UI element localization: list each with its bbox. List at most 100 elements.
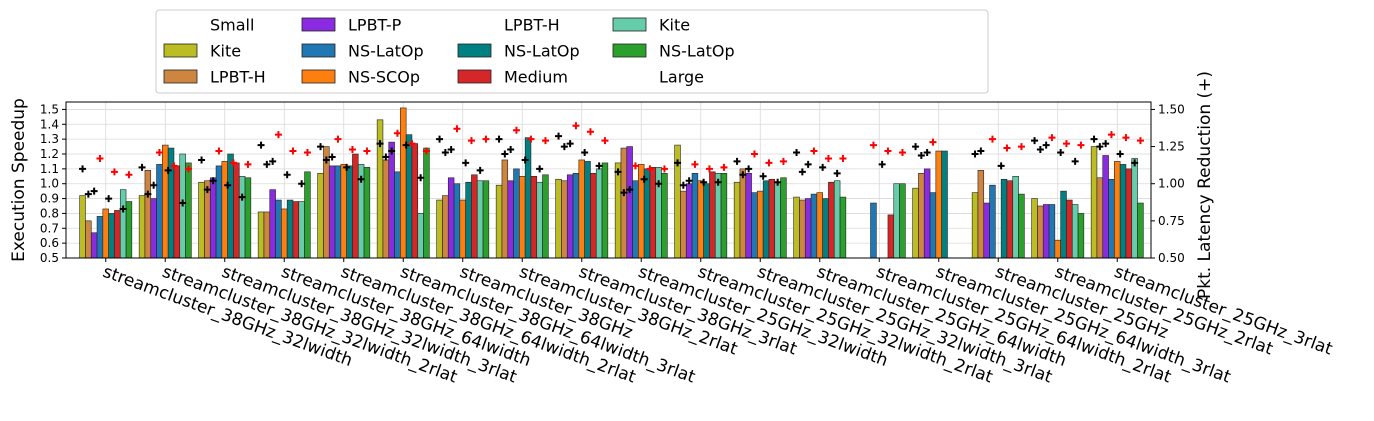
y2-tick-label: 1.50 — [1158, 102, 1185, 116]
bar — [697, 180, 704, 259]
x-axis: streamcluster_38GHz_32lwidthstreamcluste… — [100, 258, 1335, 388]
legend-label: Small — [210, 16, 254, 35]
bar — [1102, 155, 1109, 259]
legend-label: Large — [659, 68, 704, 87]
bar — [733, 181, 741, 259]
bar — [275, 199, 282, 259]
bar — [263, 211, 271, 259]
latency-marker-red — [1048, 134, 1056, 142]
latency-marker-black — [674, 159, 682, 167]
bar — [79, 195, 86, 259]
bar — [269, 189, 276, 259]
bar — [887, 214, 895, 259]
latency-marker-black — [1131, 159, 1139, 167]
bar — [394, 171, 401, 259]
bar — [1042, 204, 1050, 259]
bar — [620, 147, 628, 259]
bar — [1000, 178, 1008, 259]
latency-marker-red — [586, 128, 594, 136]
latency-marker-black — [198, 156, 206, 164]
legend: Small Kite LPBT-H LPBT-P NS-LatOp NS-SCOp LPBT… — [155, 9, 989, 94]
bar — [405, 134, 413, 259]
bar — [1137, 202, 1144, 259]
bar — [1031, 198, 1038, 259]
bar — [1066, 199, 1073, 259]
legend-label: NS-LatOp — [659, 42, 735, 61]
latency-marker-red — [631, 162, 639, 170]
bar — [816, 192, 823, 259]
legend-swatch — [301, 17, 336, 32]
latency-marker-red — [988, 135, 996, 143]
bar — [286, 199, 294, 259]
latency-marker-red — [1136, 137, 1144, 145]
bar — [614, 162, 622, 259]
bar — [1054, 239, 1061, 259]
y2-tick-label: 1.25 — [1158, 140, 1185, 154]
bar — [1077, 213, 1085, 259]
latency-marker-red — [110, 168, 118, 176]
bar — [447, 177, 455, 259]
latency-marker-black — [179, 199, 187, 207]
bar — [918, 173, 925, 259]
bar — [757, 190, 764, 259]
latency-marker-black — [700, 178, 708, 186]
bar — [822, 198, 829, 259]
latency-marker-red — [810, 147, 818, 155]
latency-marker-red — [884, 147, 892, 155]
latency-marker-black — [640, 175, 648, 183]
latency-marker-black — [402, 141, 410, 149]
latency-marker-red — [839, 154, 847, 162]
y2-tick-label: 1.00 — [1158, 177, 1185, 191]
latency-marker-black — [138, 163, 146, 171]
bar — [709, 171, 716, 259]
bar — [601, 162, 609, 259]
bar — [304, 171, 311, 259]
latency-marker-black — [441, 149, 449, 157]
y-axis: 0.50.60.70.80.91.01.11.21.31.41.5 — [40, 102, 66, 265]
latency-marker-red — [348, 146, 356, 154]
legend-swatch — [301, 69, 336, 84]
latency-marker-black — [238, 193, 246, 201]
latency-marker-black — [119, 205, 127, 213]
bar — [780, 177, 787, 259]
latency-marker-black — [317, 143, 325, 151]
latency-marker-black — [714, 178, 722, 186]
bar — [578, 159, 585, 259]
latency-marker-red — [1062, 140, 1070, 148]
latency-marker-black — [555, 132, 563, 140]
bar — [590, 173, 597, 259]
bar — [382, 159, 390, 259]
bar — [144, 170, 152, 259]
latency-marker-red — [334, 135, 342, 143]
bar — [334, 165, 342, 259]
bar — [215, 165, 223, 259]
bar — [799, 199, 806, 259]
latency-marker-red — [869, 141, 877, 149]
latency-marker-black — [328, 153, 336, 161]
latency-marker-black — [1031, 137, 1039, 145]
bar — [519, 175, 526, 259]
bar — [661, 173, 668, 259]
latency-marker-black — [322, 156, 330, 164]
latency-marker-black — [388, 147, 396, 155]
latency-marker-red — [229, 159, 237, 167]
bar — [227, 153, 234, 259]
latency-marker-black — [79, 165, 87, 173]
latency-marker-red — [601, 137, 609, 145]
latency-marker-black — [655, 180, 663, 188]
bar — [363, 167, 371, 259]
bar — [923, 168, 931, 259]
latency-marker-black — [436, 135, 444, 143]
bar — [524, 137, 532, 259]
legend-label: Kite — [659, 16, 690, 35]
y2-tick-label: 0.50 — [1158, 251, 1185, 265]
bar — [281, 208, 288, 259]
latency-marker-red — [527, 135, 535, 143]
latency-marker-red — [779, 157, 787, 165]
bar — [298, 201, 305, 259]
legend-label: Medium — [504, 68, 568, 87]
latency-marker-black — [1057, 149, 1065, 157]
latency-marker-black — [417, 174, 425, 182]
bar — [1131, 158, 1138, 259]
bar — [566, 174, 574, 259]
